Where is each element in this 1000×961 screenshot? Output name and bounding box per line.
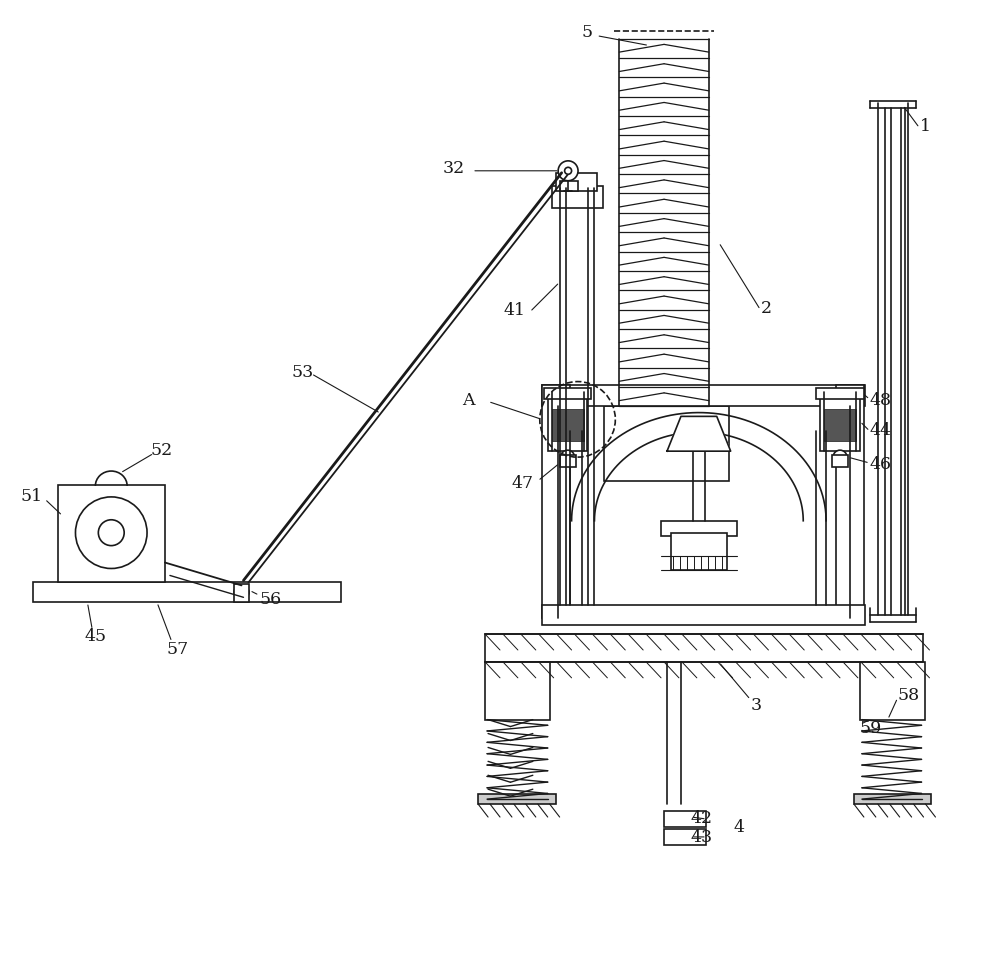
Text: 56: 56 — [259, 590, 282, 607]
Bar — [816, 388, 864, 400]
Text: 48: 48 — [870, 391, 892, 408]
Bar — [485, 634, 923, 662]
Text: 47: 47 — [512, 475, 534, 492]
Circle shape — [234, 585, 249, 601]
Bar — [661, 521, 737, 536]
Text: A: A — [462, 391, 475, 408]
Text: 2: 2 — [760, 299, 772, 316]
Text: 51: 51 — [21, 488, 43, 505]
Bar — [664, 811, 706, 827]
Text: 58: 58 — [898, 686, 920, 703]
Bar — [58, 485, 165, 582]
Circle shape — [565, 168, 572, 175]
Text: 53: 53 — [291, 364, 313, 381]
Text: 4: 4 — [734, 819, 745, 836]
Bar — [33, 582, 341, 603]
Circle shape — [75, 498, 147, 569]
Text: 43: 43 — [691, 828, 713, 846]
Bar — [860, 662, 925, 720]
Bar — [485, 662, 550, 720]
Bar — [820, 392, 860, 452]
Bar — [832, 456, 848, 468]
Text: 52: 52 — [150, 441, 172, 458]
Text: 46: 46 — [870, 456, 892, 472]
Text: 3: 3 — [751, 697, 762, 713]
Bar — [552, 186, 603, 209]
Bar — [234, 585, 249, 603]
Bar — [542, 385, 865, 407]
Circle shape — [98, 520, 124, 546]
Circle shape — [558, 161, 578, 182]
Text: 59: 59 — [860, 720, 882, 736]
Polygon shape — [667, 417, 731, 452]
Text: 57: 57 — [167, 640, 189, 656]
Bar — [560, 456, 576, 468]
Bar — [836, 385, 864, 619]
Text: 32: 32 — [442, 160, 465, 177]
Bar — [560, 182, 578, 191]
Bar — [544, 388, 591, 400]
Bar — [548, 392, 587, 452]
Text: 1: 1 — [920, 117, 931, 135]
Bar — [556, 174, 597, 191]
Bar — [664, 829, 706, 845]
Bar — [478, 795, 556, 804]
Text: 44: 44 — [870, 421, 892, 438]
Text: 5: 5 — [582, 24, 593, 41]
Circle shape — [833, 451, 847, 464]
Bar — [824, 410, 856, 442]
Bar — [542, 605, 865, 626]
Text: 45: 45 — [84, 627, 107, 644]
Bar — [552, 410, 584, 442]
Bar — [604, 407, 729, 481]
Bar — [854, 795, 931, 804]
Bar — [671, 533, 727, 571]
Circle shape — [561, 451, 575, 464]
Text: 42: 42 — [691, 809, 713, 825]
Text: 41: 41 — [504, 302, 526, 319]
Bar — [542, 385, 570, 619]
